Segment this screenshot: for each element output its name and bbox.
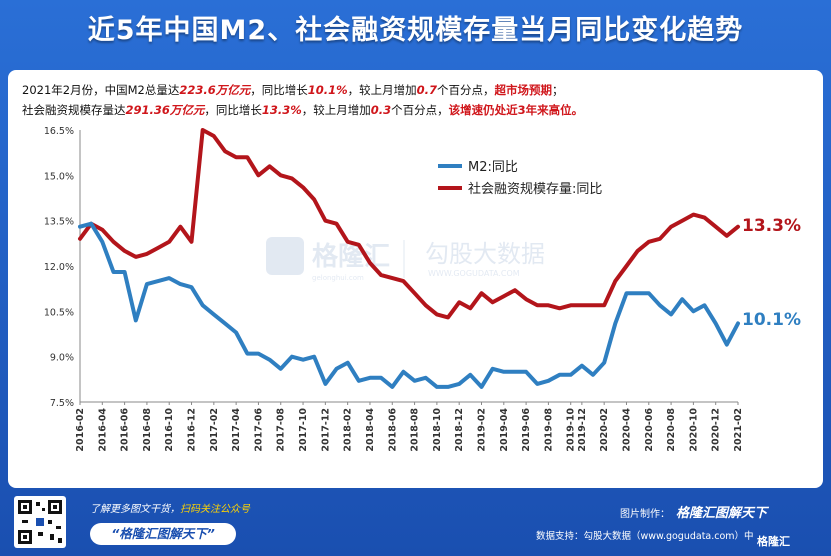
- legend-label-0: M2:同比: [468, 160, 518, 175]
- summary-fragment: 291.36万亿元: [125, 103, 205, 117]
- x-tick-label: 2017-06: [253, 408, 264, 452]
- x-tick-label: 2018-02: [343, 408, 354, 452]
- y-tick-label: 7.5%: [50, 398, 74, 409]
- x-tick-label: 2016-04: [97, 408, 108, 452]
- x-tick-label: 2019-08: [543, 408, 554, 452]
- qr-code-icon[interactable]: [14, 496, 66, 548]
- summary-fragment: 2021年2月份，中国M2总量达: [22, 83, 180, 97]
- legend-label-1: 社会融资规模存量:同比: [468, 181, 602, 197]
- x-tick-label: 2016-08: [142, 408, 153, 452]
- y-tick-label: 15.0%: [44, 171, 74, 182]
- watermark-logo-icon: [266, 237, 304, 275]
- summary-fragment: ；: [552, 83, 564, 97]
- summary-fragment: 该增速仍处近3年来高位。: [448, 103, 584, 117]
- x-tick-label: 2020-06: [644, 408, 655, 452]
- x-tick-label: 2017-08: [276, 408, 287, 452]
- x-tick-label: 2017-04: [231, 408, 242, 452]
- x-tick-label: 2017-02: [209, 408, 220, 452]
- x-tick-label: 2020-04: [621, 408, 632, 452]
- summary-fragment: 超市场预期: [494, 83, 553, 97]
- series-line-1: [78, 128, 740, 320]
- x-tick-label: 2020-12: [711, 408, 722, 452]
- summary-line-m2: 2021年2月份，中国M2总量达223.6万亿元，同比增长10.1%，较上月增加…: [22, 82, 564, 98]
- y-tick-label: 9.0%: [50, 353, 74, 364]
- x-tick-label: 2018-08: [410, 408, 421, 452]
- x-tick-label: 2017-12: [320, 408, 331, 452]
- x-tick-label: 2018-06: [387, 408, 398, 452]
- x-tick-label: 2019-02: [476, 408, 487, 452]
- account-name-pill: “格隆汇图解天下”: [90, 523, 236, 545]
- summary-fragment: 社会融资规模存量达: [22, 103, 126, 117]
- summary-fragment: 223.6万亿元: [179, 83, 251, 97]
- corner-logo: 格隆汇: [757, 535, 790, 548]
- x-tick-label: 2016-12: [187, 408, 198, 452]
- x-tick-label: 2018-12: [454, 408, 465, 452]
- x-tick-label: 2019-06: [521, 408, 532, 452]
- watermark-brand: 格隆汇: [312, 241, 390, 272]
- x-tick-label: 2016-10: [164, 408, 175, 452]
- watermark: 格隆汇 gelonghui.com 勾股大数据 WWW.GOGUDATA.COM: [266, 237, 545, 282]
- x-tick-label: 2019-04: [499, 408, 510, 452]
- x-tick-label: 2020-08: [666, 408, 677, 452]
- summary-fragment: 个百分点，: [391, 103, 449, 117]
- y-tick-label: 10.5%: [44, 307, 74, 318]
- watermark-data-url: WWW.GOGUDATA.COM: [428, 269, 520, 278]
- x-tick-label: 2016-06: [120, 408, 131, 452]
- data-support: 数据支持：勾股大数据（www.gogudata.com）中: [536, 531, 754, 542]
- produced-by: 图片制作： 格隆汇图解天下: [620, 506, 768, 521]
- summary-fragment: 13.3%: [261, 103, 302, 117]
- watermark-data-brand: 勾股大数据: [425, 240, 545, 268]
- page-title: 近5年中国M2、社会融资规模存量当月同比变化趋势: [87, 15, 744, 46]
- x-tick-label: 2019-12: [577, 408, 588, 452]
- y-tick-label: 16.5%: [44, 126, 74, 137]
- x-tick-label: 2019-10: [566, 408, 577, 452]
- summary-fragment: 0.3: [370, 103, 392, 117]
- x-tick-label: 2018-04: [365, 408, 376, 452]
- summary-fragment: 个百分点，: [437, 83, 495, 97]
- summary-fragment: ，较上月增加: [347, 83, 417, 97]
- summary-fragment: 10.1%: [307, 83, 348, 97]
- tsf-end-label: 13.3%: [742, 216, 801, 236]
- y-tick-label: 12.0%: [44, 262, 74, 273]
- series-line-0: [78, 221, 740, 389]
- x-tick-label: 2017-10: [298, 408, 309, 452]
- x-tick-label: 2020-10: [688, 408, 699, 452]
- m2-end-label: 10.1%: [742, 310, 801, 330]
- summary-fragment: ，较上月增加: [301, 103, 371, 117]
- x-tick-label: 2021-02: [733, 408, 744, 452]
- x-tick-label: 2016-02: [75, 408, 86, 452]
- summary-line-tsf: 社会融资规模存量达291.36万亿元，同比增长13.3%，较上月增加0.3个百分…: [22, 102, 583, 118]
- chart-panel: [8, 70, 823, 488]
- follow-prompt: 了解更多图文干货，扫码关注公众号: [90, 504, 250, 515]
- y-tick-label: 13.5%: [44, 217, 74, 228]
- x-tick-label: 2020-02: [599, 408, 610, 452]
- x-tick-label: 2018-10: [432, 408, 443, 452]
- summary-fragment: ，同比增长: [204, 103, 262, 117]
- summary-fragment: 0.7: [416, 83, 437, 97]
- watermark-brand-sub: gelonghui.com: [312, 274, 364, 282]
- summary-fragment: ，同比增长: [250, 83, 308, 97]
